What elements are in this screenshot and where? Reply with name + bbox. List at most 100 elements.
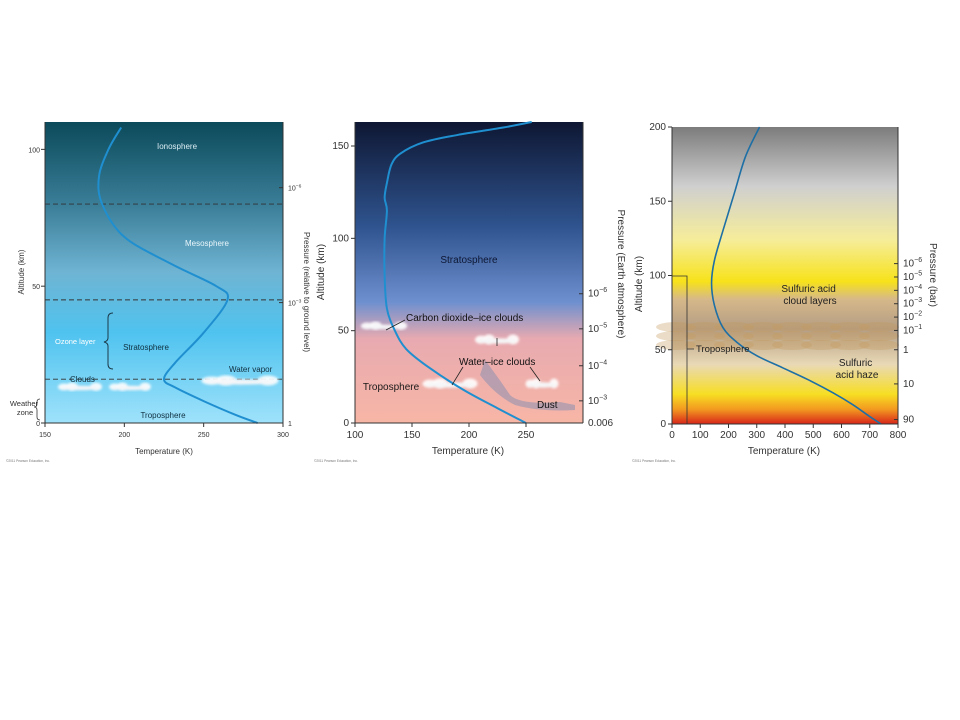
- mars-pressure-tick-exp: −3: [599, 394, 607, 401]
- venus-cloud-band: [772, 322, 812, 332]
- venus-pressure-tick-label: 90: [903, 415, 915, 426]
- venus-y-tick-label: 100: [649, 271, 666, 282]
- earth-temperature-curve: [97, 126, 258, 424]
- mars-y-axis-label: Altitude (km): [316, 244, 327, 300]
- venus-cloud-band: [772, 331, 812, 341]
- venus-cloud-band: [801, 340, 841, 350]
- earth-x-tick-label: 250: [198, 432, 210, 439]
- mars-water-ice-cloud: [525, 378, 559, 389]
- earth-annotation-clouds: Clouds: [70, 375, 95, 384]
- venus-x-tick-label: 500: [805, 430, 822, 441]
- earth-weather-zone-line-2: zone: [17, 408, 33, 417]
- earth-x-axis-label: Temperature (K): [135, 447, 193, 456]
- venus-pressure-tick-base: 10: [903, 272, 915, 283]
- mars-pressure-tick-base: 10: [588, 361, 600, 372]
- venus-pressure-tick-base: 10: [903, 285, 915, 296]
- venus-cloud-layers-line-2: cloud layers: [783, 296, 836, 307]
- venus-pressure-tick-base: 10: [903, 259, 915, 270]
- mars-pointer-water-cloud-left: [451, 366, 464, 386]
- earth-y-tick-label: 0: [36, 421, 40, 428]
- mars-x-tick-label: 150: [404, 430, 421, 441]
- venus-pressure-tick-exp: −3: [914, 297, 922, 304]
- venus-x-tick-label: 800: [890, 430, 907, 441]
- venus-cloud-layers-line-1: Sulfuric acid: [781, 284, 835, 295]
- earth-pressure-tick-base: 10: [288, 186, 296, 193]
- venus-haze-line-1: Sulfuric: [839, 358, 872, 369]
- venus-pressure-tick-base: 10: [903, 299, 915, 310]
- mars-pressure-axis-label: Pressure (Earth atmosphere): [615, 210, 626, 339]
- mars-x-tick-label: 250: [518, 430, 535, 441]
- venus-y-tick-label: 200: [649, 122, 666, 133]
- earth-plot-background: [45, 122, 283, 423]
- earth-x-tick-label: 200: [118, 432, 130, 439]
- venus-y-axis-label: Altitude (km): [634, 256, 645, 312]
- venus-x-tick-label: 100: [692, 430, 709, 441]
- venus-pressure-tick-label: 1: [903, 345, 909, 356]
- earth-annotation-water-vapor: Water vapor: [229, 365, 273, 374]
- venus-pressure-tick-label: 10−5: [903, 270, 922, 283]
- earth-pressure-axis-label: Pressure (relative to ground level): [302, 232, 311, 352]
- mars-water-ice-cloud-base: [425, 382, 475, 388]
- venus-cloud-band: [714, 331, 754, 341]
- earth-pressure-tick-label: 10−3: [288, 298, 302, 307]
- earth-cloud-base: [111, 385, 149, 391]
- venus-cloud-band: [772, 340, 812, 350]
- venus-cloud-band: [743, 322, 783, 332]
- mars-y-tick-label: 0: [343, 418, 349, 429]
- mars-y-tick-label: 150: [332, 141, 349, 152]
- mars-water-ice-cloud: [422, 378, 478, 389]
- earth-y-tick-label: 100: [28, 147, 40, 154]
- mars-copyright: ©2011 Pearson Education, Inc.: [314, 459, 358, 463]
- mars-region-label-troposphere: Troposphere: [363, 382, 420, 393]
- venus-x-axis-label: Temperature (K): [748, 446, 820, 457]
- venus-y-tick-label: 150: [649, 196, 666, 207]
- earth-weather-zone-bracket: [33, 398, 41, 421]
- venus-pressure-tick-exp: −4: [914, 284, 922, 291]
- mars-temperature-curve: [383, 121, 532, 424]
- venus-cloud-band: [830, 322, 870, 332]
- venus-pressure-tick-label: 10: [903, 379, 915, 390]
- mars-pressure-tick-label: 10−5: [588, 322, 607, 335]
- mars-pressure-tick-label: 10−4: [588, 359, 607, 372]
- venus-haze-line-2: acid haze: [836, 370, 879, 381]
- earth-region-label-mesosphere: Mesosphere: [185, 239, 230, 248]
- earth-pressure-tick-exp: −3: [296, 298, 302, 304]
- earth-cloud: [58, 382, 102, 391]
- venus-annotation-haze: Sulfuric acid haze: [836, 358, 879, 381]
- earth-annotation-ozone-layer: Ozone layer: [55, 337, 96, 346]
- venus-cloud-band: [685, 322, 725, 332]
- earth-cloud-base: [60, 385, 100, 391]
- venus-pressure-tick-exp: −1: [914, 324, 922, 331]
- venus-cloud-band: [801, 322, 841, 332]
- earth-copyright: ©2011 Pearson Education, Inc.: [6, 459, 50, 463]
- mars-co2-ice-cloud-base: [363, 324, 405, 330]
- mars-pointer-water-cloud-right: [529, 366, 541, 382]
- earth-x-tick-label: 300: [277, 432, 289, 439]
- venus-x-tick-label: 300: [748, 430, 765, 441]
- earth-annotation-weather-zone: Weather zone: [10, 399, 40, 417]
- mars-x-tick-label: 100: [347, 430, 364, 441]
- venus-copyright: ©2011 Pearson Education, Inc.: [632, 459, 676, 463]
- venus-y-tick-label: 0: [660, 419, 666, 430]
- earth-region-label-troposphere: Troposphere: [140, 411, 186, 420]
- mars-annotation-water-ice-clouds: Water–ice clouds: [459, 357, 535, 368]
- venus-pressure-tick-exp: −2: [914, 311, 922, 318]
- mars-annotation-co2-ice-clouds: Carbon dioxide–ice clouds: [406, 313, 523, 324]
- mars-chart: 100 150 200 2500501001500.00610−310−410−510…: [314, 121, 626, 463]
- mars-annotation-pointers: [385, 319, 541, 386]
- earth-pressure-tick-base: 10: [288, 301, 296, 308]
- venus-pressure-tick-label: 10−6: [903, 257, 922, 270]
- venus-cloud-band: [859, 340, 899, 350]
- venus-cloud-band: [743, 331, 783, 341]
- mars-plot-background: [355, 122, 583, 423]
- venus-plot-background: [672, 127, 898, 424]
- venus-pressure-tick-label: 10−2: [903, 311, 922, 324]
- earth-cloud: [109, 382, 151, 391]
- mars-region-label-stratosphere: Stratosphere: [440, 255, 498, 266]
- venus-cloud-band: [656, 322, 696, 332]
- venus-pressure-tick-base: 10: [903, 325, 915, 336]
- mars-pressure-tick-base: 10: [588, 324, 600, 335]
- earth-water-vapor-cloud: [201, 375, 279, 386]
- venus-cloud-band: [743, 340, 783, 350]
- mars-pressure-tick-label: 0.006: [588, 418, 613, 429]
